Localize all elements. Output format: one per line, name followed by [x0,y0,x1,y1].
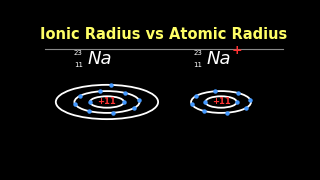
Text: Ionic Radius vs Atomic Radius: Ionic Radius vs Atomic Radius [40,27,288,42]
Text: Na: Na [87,50,112,68]
Text: +: + [232,44,243,57]
Text: 11: 11 [193,62,202,68]
Text: +11: +11 [212,98,230,107]
Text: 23: 23 [74,50,83,57]
Text: 11: 11 [74,62,83,68]
Text: 23: 23 [193,50,202,57]
Text: Na: Na [206,50,231,68]
Text: +11: +11 [98,98,116,107]
